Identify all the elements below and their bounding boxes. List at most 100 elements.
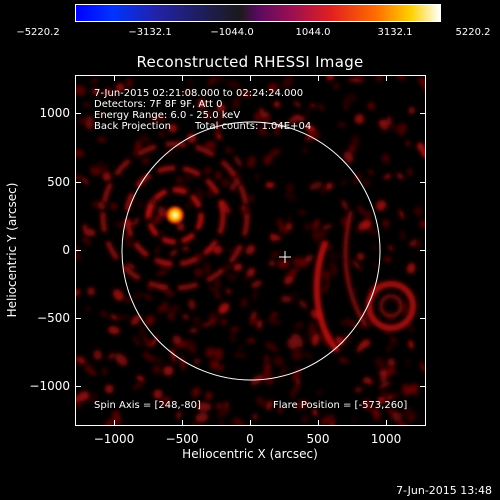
noise-blob — [280, 295, 292, 303]
noise-blob — [152, 115, 167, 122]
noise-blob — [134, 217, 140, 224]
noise-blob — [320, 414, 335, 425]
noise-blob — [214, 120, 221, 136]
noise-blob — [387, 244, 394, 252]
noise-blob — [316, 389, 323, 397]
noise-blob — [76, 401, 82, 409]
noise-blob — [383, 173, 392, 180]
colorbar — [75, 4, 441, 22]
info-method: Back Projection — [94, 121, 171, 132]
noise-blob — [304, 109, 311, 114]
noise-blob — [89, 165, 99, 175]
noise-blob — [362, 178, 371, 188]
noise-blob — [386, 343, 393, 354]
noise-blob — [187, 299, 196, 310]
noise-blob — [292, 115, 306, 122]
noise-blob — [356, 339, 367, 353]
noise-blob — [142, 294, 154, 301]
noise-blob — [152, 364, 162, 375]
noise-blob — [392, 411, 403, 422]
noise-blob — [220, 318, 228, 326]
noise-blob — [195, 412, 209, 423]
noise-blob — [283, 192, 298, 202]
noise-blob — [374, 357, 386, 370]
noise-blob — [298, 299, 308, 309]
y-tick-label: 500 — [47, 175, 70, 189]
noise-blob — [416, 142, 425, 152]
noise-blob — [322, 281, 330, 294]
noise-blob — [77, 116, 88, 125]
rhessi-image: 7-Jun-2015 02:21:08.000 to 02:24:24.000 … — [75, 75, 426, 426]
noise-blob — [287, 213, 292, 223]
noise-blob — [290, 384, 300, 399]
noise-blob — [379, 120, 390, 131]
render-timestamp: 7-Jun-2015 13:48 — [396, 484, 492, 497]
noise-blob — [302, 148, 309, 153]
noise-blob — [135, 139, 142, 150]
noise-blob — [232, 417, 243, 425]
noise-blob — [364, 319, 375, 330]
noise-blob — [270, 251, 281, 258]
noise-blob — [398, 209, 405, 220]
noise-blob — [288, 118, 296, 124]
noise-blob — [257, 126, 268, 137]
noise-blob — [103, 418, 115, 425]
noise-blob — [204, 140, 217, 151]
noise-blob — [76, 245, 81, 253]
noise-blob — [207, 76, 217, 87]
noise-blob — [102, 88, 109, 96]
noise-blob — [175, 176, 184, 184]
spin-axis-marker — [279, 251, 291, 263]
tick-mark — [114, 75, 115, 81]
noise-blob — [267, 82, 278, 93]
noise-blob — [76, 175, 82, 180]
noise-blob — [321, 269, 332, 282]
noise-blob — [406, 359, 411, 365]
noise-blob — [163, 301, 168, 312]
noise-blob — [362, 377, 371, 384]
noise-blob — [321, 224, 333, 230]
noise-blob — [242, 421, 248, 425]
noise-blob — [273, 101, 281, 108]
noise-blob — [286, 222, 293, 231]
noise-blob — [107, 326, 120, 335]
noise-blob — [136, 375, 145, 382]
colorbar-tick: 1044.0 — [295, 27, 331, 38]
y-tick-label: 1000 — [39, 106, 70, 120]
noise-blob — [217, 76, 225, 82]
noise-blob — [238, 346, 243, 351]
noise-blob — [339, 356, 344, 362]
noise-blob — [76, 288, 81, 297]
noise-blob — [407, 167, 413, 177]
noise-blob — [368, 281, 381, 293]
noise-blob — [341, 199, 349, 211]
noise-blob — [252, 291, 258, 301]
noise-blob — [282, 76, 294, 89]
noise-blob — [101, 367, 108, 376]
noise-blob — [273, 130, 280, 135]
tick-mark — [75, 182, 81, 183]
colorbar-tick: 5220.2 — [455, 27, 491, 38]
noise-blob — [154, 245, 161, 255]
noise-blob — [225, 274, 238, 279]
noise-blob — [233, 263, 243, 271]
info-total-counts: Total counts: 1.04E+04 — [195, 121, 312, 132]
noise-blob — [292, 257, 308, 268]
noise-blob — [405, 140, 411, 147]
noise-blob — [126, 77, 133, 89]
noise-blob — [397, 421, 408, 425]
noise-blob — [364, 210, 371, 224]
noise-blob — [191, 387, 201, 398]
noise-blob — [266, 400, 273, 411]
noise-blob — [215, 403, 224, 410]
noise-blob — [216, 104, 226, 112]
noise-blob — [138, 199, 143, 210]
noise-blob — [357, 205, 366, 215]
noise-blob — [356, 226, 364, 233]
noise-blob — [337, 122, 347, 128]
noise-blob — [422, 86, 425, 92]
tick-mark — [386, 75, 387, 81]
noise-blob — [243, 269, 254, 281]
noise-blob — [164, 288, 174, 297]
noise-blob — [196, 402, 212, 412]
